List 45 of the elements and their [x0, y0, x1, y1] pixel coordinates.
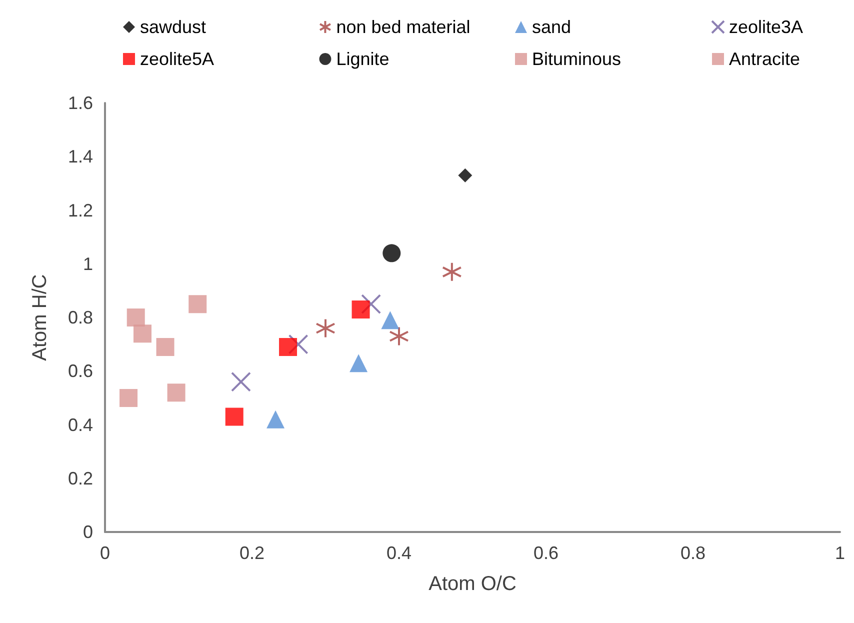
y-tick-label: 0 [82, 522, 93, 542]
y-tick-label: 0.4 [68, 414, 93, 435]
point [167, 384, 186, 402]
x-tick-label: 0.4 [386, 543, 412, 563]
y-tick-label: 0.2 [68, 468, 93, 488]
x-tick-label: 0 [100, 543, 110, 563]
x-tick-label: 0.2 [239, 543, 265, 563]
point [225, 408, 244, 426]
legend-label: Lignite [336, 49, 390, 69]
point [350, 354, 368, 372]
y-tick-label: 1.6 [68, 93, 93, 113]
legend-label: sawdust [140, 17, 206, 37]
point [230, 372, 251, 392]
point [156, 338, 174, 356]
point [458, 168, 472, 182]
legend-label: sand [532, 17, 572, 37]
y-tick-label: 1.2 [68, 200, 93, 220]
point [126, 308, 145, 326]
point [352, 300, 370, 318]
x-tick-label: 0.8 [680, 543, 706, 563]
x-tick-label: 1 [834, 543, 846, 563]
legend-label: non bed material [336, 17, 470, 37]
point [381, 311, 400, 330]
point [266, 410, 285, 428]
point [279, 338, 298, 356]
legend-label: Bituminous [532, 49, 622, 69]
point [389, 326, 409, 346]
point [382, 244, 401, 262]
point [188, 295, 207, 314]
legend-label: Antracite [729, 49, 800, 69]
legend-label: zeolite5A [140, 49, 214, 69]
y-tick-label: 1.4 [68, 146, 93, 167]
x-tick-label: 0.6 [533, 543, 559, 563]
y-tick-label: 0.6 [68, 361, 93, 382]
point [361, 294, 382, 314]
y-tick-label: 0.8 [68, 308, 93, 328]
legend-label: zeolite3A [729, 17, 804, 37]
point [288, 334, 308, 354]
y-tick-label: 1 [82, 254, 93, 274]
point [120, 388, 138, 407]
point [316, 318, 336, 338]
point [442, 262, 462, 282]
point [133, 324, 152, 343]
y-axis-title: Atom H/C [29, 274, 51, 361]
x-axis-title: Atom O/C [428, 573, 516, 595]
